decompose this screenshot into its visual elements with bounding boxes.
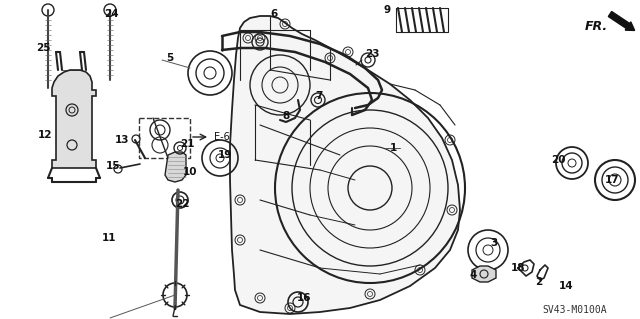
Polygon shape — [52, 70, 96, 168]
FancyArrow shape — [609, 11, 635, 30]
Text: 6: 6 — [270, 9, 277, 19]
Text: 14: 14 — [559, 281, 573, 291]
Text: 4: 4 — [470, 270, 477, 280]
Text: 11: 11 — [102, 233, 116, 243]
Text: E-6: E-6 — [214, 132, 230, 142]
Polygon shape — [165, 152, 186, 182]
Text: 2: 2 — [535, 277, 542, 287]
Text: 7: 7 — [315, 91, 323, 101]
Text: 15: 15 — [106, 161, 120, 171]
Text: 16: 16 — [297, 293, 312, 303]
Polygon shape — [472, 266, 496, 282]
Text: 23: 23 — [365, 49, 380, 59]
Text: 3: 3 — [490, 238, 497, 248]
Text: 25: 25 — [36, 43, 51, 53]
Text: 12: 12 — [38, 130, 52, 140]
Text: 10: 10 — [183, 167, 198, 177]
Polygon shape — [230, 16, 460, 314]
Text: 13: 13 — [115, 135, 129, 145]
Text: SV43-M0100A: SV43-M0100A — [543, 305, 607, 315]
Bar — [139, 118, 190, 158]
Text: 17: 17 — [605, 175, 620, 185]
Text: FR.: FR. — [585, 19, 608, 33]
Text: 22: 22 — [175, 199, 189, 209]
Text: 5: 5 — [166, 53, 173, 63]
Text: 19: 19 — [218, 150, 232, 160]
Text: 9: 9 — [383, 5, 390, 15]
Text: 1: 1 — [390, 143, 397, 153]
Text: 20: 20 — [551, 155, 566, 165]
Text: 24: 24 — [104, 9, 118, 19]
Text: 21: 21 — [180, 139, 195, 149]
Text: 8: 8 — [282, 111, 289, 121]
Text: 18: 18 — [511, 263, 525, 273]
